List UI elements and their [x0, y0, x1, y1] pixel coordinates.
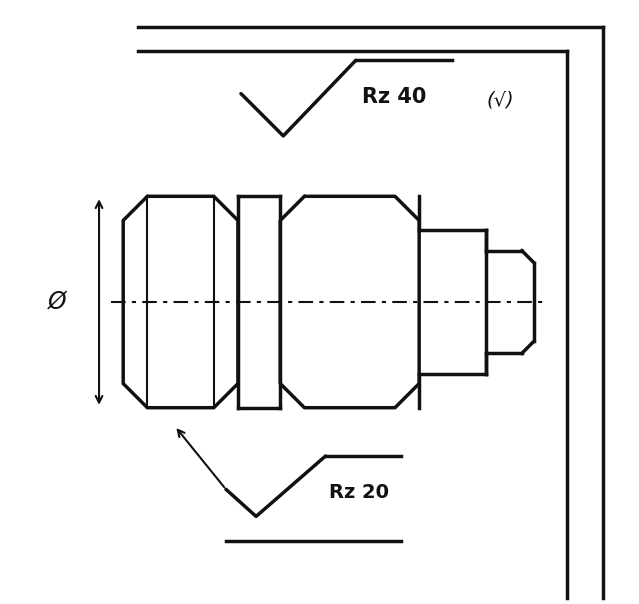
Text: Ø: Ø	[47, 290, 66, 314]
Text: Rz 20: Rz 20	[328, 483, 389, 502]
Text: Rz 40: Rz 40	[362, 86, 426, 107]
Text: (√): (√)	[487, 90, 514, 109]
